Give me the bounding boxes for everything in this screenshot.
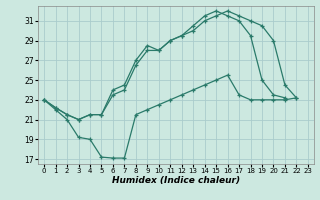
- X-axis label: Humidex (Indice chaleur): Humidex (Indice chaleur): [112, 176, 240, 185]
